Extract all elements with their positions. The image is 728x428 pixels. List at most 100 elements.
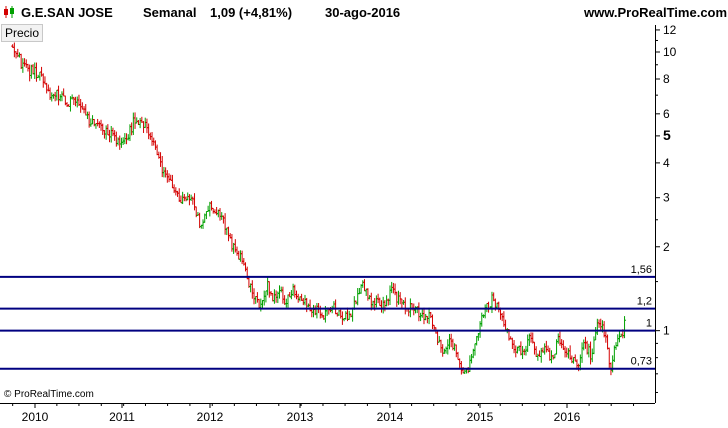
ohlc-bar [279,286,283,293]
ohlc-bar [519,341,523,356]
ohlc-bar [211,207,215,214]
ohlc-bar [487,301,491,313]
ohlc-bar [536,353,540,361]
ohlc-bar [356,288,360,306]
ohlc-bar [264,290,268,303]
chart-header: G.E.SAN JOSE Semanal 1,09 (+4,81%) 30-ag… [0,0,728,24]
ohlc-bar [366,288,370,301]
ohlc-bar [379,300,383,313]
ohlc-bar [522,348,526,356]
ohlc-bar [585,340,589,355]
ohlc-bar [267,281,271,298]
ohlc-bar [53,91,57,102]
level-label: 1,2 [637,296,652,308]
ohlc-bar [233,239,237,253]
ohlc-bar [176,190,180,197]
ohlc-bar [305,297,309,313]
ohlc-bar [551,354,555,360]
ohlc-bar [75,96,79,108]
ohlc-bar [291,283,295,296]
ohlc-bar [374,295,378,308]
ohlc-bar [62,88,66,97]
level-label: 1 [646,318,652,330]
ohlc-bar [447,333,451,350]
ohlc-bar [218,208,222,221]
ohlc-bar [475,335,479,346]
ohlc-bar [184,196,188,202]
ohlc-bar [344,311,348,320]
x-tick-label: 2011 [109,410,135,424]
support-resistance-levels: 1,56 1,2 1 0,73 [0,264,655,370]
ohlc-bar [198,212,202,229]
ohlc-bar [532,341,536,355]
ohlc-bar [599,318,603,330]
ohlc-bar [441,344,445,357]
ohlc-bar [204,210,208,220]
ohlc-bar [85,111,89,120]
ohlc-bar [606,334,610,350]
ohlc-bar [252,288,256,305]
ohlc-bar [430,314,434,330]
ohlc-bar [381,296,385,314]
ohlc-bar [177,188,181,202]
ohlc-bar [43,76,47,85]
ohlc-bar [288,291,292,298]
ohlc-bar [453,343,457,351]
ohlc-bar [549,350,553,364]
ohlc-bar [101,123,105,135]
ohlc-bar [296,293,300,303]
ohlc-bar [347,310,351,320]
ohlc-bar [590,348,594,363]
y-tick-label: 1 [663,324,670,338]
ohlc-bar [611,355,615,373]
ohlc-bar [57,85,61,106]
ohlc-bar [74,96,78,107]
ohlc-bar [308,299,312,312]
ohlc-bar [133,112,137,129]
candlestick-icon[interactable] [3,6,16,18]
ohlc-bar [335,312,339,317]
ohlc-bar [262,290,266,306]
x-tick-label: 2016 [554,410,581,424]
ohlc-bar [566,348,570,359]
site-url[interactable]: www.ProRealTime.com [584,5,728,20]
ohlc-bar [376,293,380,304]
period-label[interactable]: Semanal [143,5,197,20]
ohlc-bar [225,227,229,236]
ohlc-bar [301,298,305,306]
ohlc-bar [250,280,254,299]
x-tick-label: 2013 [287,410,314,424]
ohlc-bar [320,312,324,319]
ohlc-bar [543,343,547,355]
ohlc-bar [560,339,564,349]
ohlc-bar [362,279,366,292]
ohlc-bar [111,127,115,137]
ohlc-bar [97,121,101,128]
ohlc-bar [480,312,484,327]
ohlc-bar [235,246,239,256]
ohlc-bar [521,346,525,360]
ohlc-bar [400,298,404,309]
ohlc-bar [546,345,550,352]
ohlc-bar [553,353,557,359]
ohlc-bar [424,313,428,321]
ohlc-bar [167,173,171,183]
x-tick-label: 2012 [197,410,224,424]
ohlc-bar [14,51,18,59]
ohlc-bar [417,302,421,322]
y-tick-label: 12 [663,23,677,37]
ohlc-bar [240,250,244,265]
ohlc-bar [594,327,598,341]
ohlc-bar [587,343,591,358]
price-panel-label[interactable]: Precio [1,24,44,42]
ohlc-bar [295,290,299,300]
ohlc-bar [419,312,423,322]
ohlc-bar [422,307,426,325]
ohlc-bar [315,302,319,319]
ohlc-bar [34,62,38,82]
y-tick-label: 5 [663,127,671,143]
price-bars [11,42,627,376]
axes: 12 10 8 6 5 4 3 2 1 2010 2011 2012 2013 2014 2015 2016 [0,23,677,424]
ohlc-bar [340,311,344,325]
